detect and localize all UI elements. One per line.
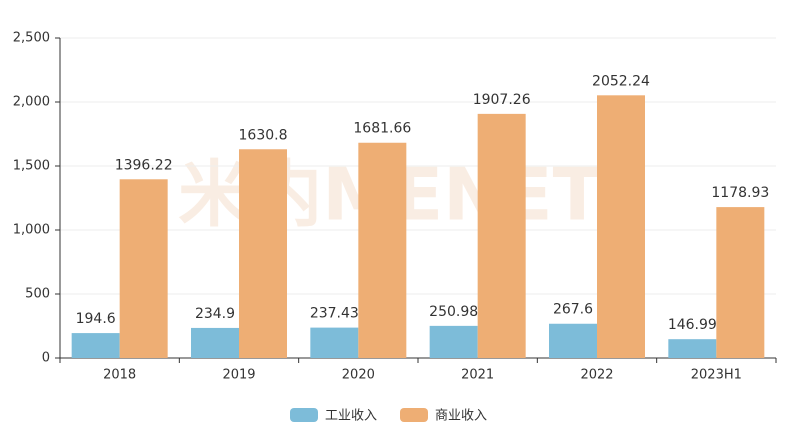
legend-label[interactable]: 工业收入 xyxy=(325,409,377,424)
bar xyxy=(429,325,478,358)
bar xyxy=(477,113,526,358)
data-label: 267.6 xyxy=(553,302,593,318)
data-label: 2052.24 xyxy=(592,73,650,89)
bar xyxy=(239,149,287,358)
legend-swatch[interactable] xyxy=(290,408,318,422)
data-label: 146.99 xyxy=(668,317,717,333)
x-tick-label: 2022 xyxy=(580,368,613,383)
y-tick-label: 0 xyxy=(42,351,50,366)
bar xyxy=(119,179,168,358)
bar xyxy=(668,339,717,358)
data-label: 1630.8 xyxy=(239,127,288,143)
bar xyxy=(310,327,359,358)
data-label: 234.9 xyxy=(195,306,235,322)
x-tick-label: 2018 xyxy=(103,368,136,383)
legend-label[interactable]: 商业收入 xyxy=(435,409,487,424)
bar xyxy=(191,327,239,358)
y-tick-label: 1,500 xyxy=(13,159,50,174)
y-tick-label: 2,000 xyxy=(13,95,50,110)
data-label: 1178.93 xyxy=(711,185,769,201)
y-tick-label: 1,000 xyxy=(13,223,50,238)
x-tick-label: 2023H1 xyxy=(691,368,742,383)
data-label: 1907.26 xyxy=(473,92,531,108)
bar xyxy=(597,95,645,358)
x-tick-label: 2019 xyxy=(222,368,255,383)
x-tick-label: 2021 xyxy=(461,368,494,383)
bar xyxy=(549,323,597,358)
data-label: 194.6 xyxy=(76,311,116,327)
data-label: 1396.22 xyxy=(115,157,173,173)
legend-swatch[interactable] xyxy=(400,408,428,422)
y-tick-label: 2,500 xyxy=(13,31,50,46)
data-label: 1681.66 xyxy=(353,121,411,137)
bar xyxy=(716,207,765,358)
x-tick-label: 2020 xyxy=(342,368,375,383)
bar xyxy=(71,333,120,358)
data-label: 237.43 xyxy=(310,306,359,322)
bar xyxy=(358,142,407,358)
data-label: 250.98 xyxy=(429,304,478,320)
y-tick-label: 500 xyxy=(25,287,50,302)
